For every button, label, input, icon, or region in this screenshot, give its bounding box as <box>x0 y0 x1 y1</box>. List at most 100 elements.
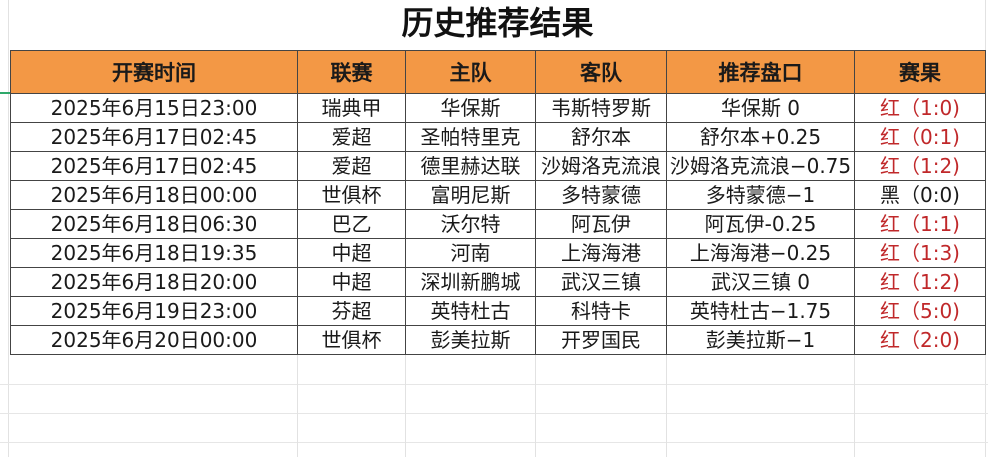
time-text: 2025年6月19日23:00 <box>50 299 258 323</box>
cell-home[interactable]: 彭美拉斯 <box>405 325 536 355</box>
home-text: 深圳新鹏城 <box>420 270 521 294</box>
league-text: 芬超 <box>331 299 372 323</box>
cell-pick[interactable]: 舒尔本+0.25 <box>666 122 855 152</box>
result-text: 红（1:0) <box>880 96 960 120</box>
away-text: 多特蒙德 <box>561 183 641 207</box>
cell-result[interactable]: 红（1:0) <box>854 93 986 123</box>
gridline <box>297 354 298 457</box>
cell-time[interactable]: 2025年6月18日20:00 <box>10 267 298 297</box>
header-result[interactable]: 赛果 <box>854 50 986 94</box>
cell-result[interactable]: 红（2:0) <box>854 325 986 355</box>
cell-time[interactable]: 2025年6月18日06:30 <box>10 209 298 239</box>
cell-away[interactable]: 多特蒙德 <box>535 180 667 210</box>
table-row: 2025年6月19日23:00 芬超 英特杜古 科特卡 英特杜古−1.75 红（5:0) <box>10 296 986 326</box>
cell-away[interactable]: 科特卡 <box>535 296 667 326</box>
header-pick[interactable]: 推荐盘口 <box>666 50 855 94</box>
cell-pick[interactable]: 武汉三镇 0 <box>666 267 855 297</box>
cell-result[interactable]: 红（0:1) <box>854 122 986 152</box>
cell-away[interactable]: 武汉三镇 <box>535 267 667 297</box>
time-text: 2025年6月17日02:45 <box>50 125 258 149</box>
time-text: 2025年6月15日23:00 <box>50 96 258 120</box>
cell-league[interactable]: 中超 <box>297 267 406 297</box>
cell-pick[interactable]: 多特蒙德−1 <box>666 180 855 210</box>
cell-home[interactable]: 英特杜古 <box>405 296 536 326</box>
home-text: 德里赫达联 <box>420 154 521 178</box>
gridline <box>535 354 536 457</box>
cell-home[interactable]: 圣帕特里克 <box>405 122 536 152</box>
gridline <box>985 0 986 457</box>
cell-home[interactable]: 深圳新鹏城 <box>405 267 536 297</box>
page-title: 历史推荐结果 <box>401 4 594 42</box>
cell-home[interactable]: 富明尼斯 <box>405 180 536 210</box>
home-text: 华保斯 <box>440 96 501 120</box>
cell-away[interactable]: 阿瓦伊 <box>535 209 667 239</box>
cell-pick[interactable]: 彭美拉斯−1 <box>666 325 855 355</box>
cell-result[interactable]: 红（1:3) <box>854 238 986 268</box>
cell-result[interactable]: 红（5:0) <box>854 296 986 326</box>
cell-league[interactable]: 爱超 <box>297 122 406 152</box>
league-text: 世俱杯 <box>321 183 382 207</box>
away-text: 武汉三镇 <box>561 270 641 294</box>
cell-time[interactable]: 2025年6月17日02:45 <box>10 122 298 152</box>
cell-away[interactable]: 开罗国民 <box>535 325 667 355</box>
result-text: 红（1:2) <box>880 154 960 178</box>
result-text: 红（0:1) <box>880 125 960 149</box>
cell-league[interactable]: 爱超 <box>297 151 406 181</box>
cell-result[interactable]: 红（1:2) <box>854 267 986 297</box>
league-text: 瑞典甲 <box>321 96 382 120</box>
cell-home[interactable]: 华保斯 <box>405 93 536 123</box>
cell-away[interactable]: 沙姆洛克流浪 <box>535 151 667 181</box>
cell-time[interactable]: 2025年6月19日23:00 <box>10 296 298 326</box>
cell-pick[interactable]: 上海海港−0.25 <box>666 238 855 268</box>
gridline <box>0 442 988 443</box>
header-away[interactable]: 客队 <box>535 50 667 94</box>
time-text: 2025年6月18日20:00 <box>50 270 258 294</box>
league-text: 世俱杯 <box>321 328 382 352</box>
cell-time[interactable]: 2025年6月18日00:00 <box>10 180 298 210</box>
cell-home[interactable]: 河南 <box>405 238 536 268</box>
cell-league[interactable]: 中超 <box>297 238 406 268</box>
cell-result[interactable]: 红（1:2) <box>854 151 986 181</box>
home-text: 彭美拉斯 <box>430 328 511 352</box>
pick-text: 沙姆洛克流浪−0.75 <box>669 154 852 178</box>
header-league[interactable]: 联赛 <box>297 50 406 94</box>
table-row: 2025年6月18日20:00 中超 深圳新鹏城 武汉三镇 武汉三镇 0 红（1:2) <box>10 267 986 297</box>
cell-pick[interactable]: 华保斯 0 <box>666 93 855 123</box>
cell-league[interactable]: 世俱杯 <box>297 180 406 210</box>
time-text: 2025年6月20日00:00 <box>50 328 258 352</box>
cell-home[interactable]: 沃尔特 <box>405 209 536 239</box>
cell-time[interactable]: 2025年6月15日23:00 <box>10 93 298 123</box>
cell-away[interactable]: 上海海港 <box>535 238 667 268</box>
result-text: 红（2:0) <box>880 328 960 352</box>
cell-pick[interactable]: 英特杜古−1.75 <box>666 296 855 326</box>
header-home[interactable]: 主队 <box>405 50 536 94</box>
cell-pick[interactable]: 阿瓦伊-0.25 <box>666 209 855 239</box>
selection-marker <box>0 92 10 94</box>
cell-result[interactable]: 黑（0:0) <box>854 180 986 210</box>
results-table: 开赛时间 联赛 主队 客队 推荐盘口 赛果 2025年6月15日23:00 瑞典甲… <box>10 50 986 355</box>
cell-away[interactable]: 舒尔本 <box>535 122 667 152</box>
league-text: 爱超 <box>331 125 372 149</box>
cell-time[interactable]: 2025年6月17日02:45 <box>10 151 298 181</box>
result-text: 黑（0:0) <box>880 183 960 207</box>
cell-pick[interactable]: 沙姆洛克流浪−0.75 <box>666 151 855 181</box>
cell-home[interactable]: 德里赫达联 <box>405 151 536 181</box>
pick-text: 舒尔本+0.25 <box>699 125 822 149</box>
cell-league[interactable]: 世俱杯 <box>297 325 406 355</box>
cell-league[interactable]: 瑞典甲 <box>297 93 406 123</box>
cell-time[interactable]: 2025年6月18日19:35 <box>10 238 298 268</box>
header-time[interactable]: 开赛时间 <box>10 50 298 94</box>
pick-text: 彭美拉斯−1 <box>705 328 816 352</box>
table-row: 2025年6月17日02:45 爱超 圣帕特里克 舒尔本 舒尔本+0.25 红（0:1) <box>10 122 986 152</box>
cell-result[interactable]: 红（1:1) <box>854 209 986 239</box>
time-text: 2025年6月17日02:45 <box>50 154 258 178</box>
gridline <box>0 413 988 414</box>
gridline <box>854 354 855 457</box>
cell-league[interactable]: 巴乙 <box>297 209 406 239</box>
table-row: 2025年6月18日00:00 世俱杯 富明尼斯 多特蒙德 多特蒙德−1 黑（0:0) <box>10 180 986 210</box>
gridline <box>666 354 667 457</box>
cell-league[interactable]: 芬超 <box>297 296 406 326</box>
league-text: 中超 <box>331 241 372 265</box>
cell-time[interactable]: 2025年6月20日00:00 <box>10 325 298 355</box>
cell-away[interactable]: 韦斯特罗斯 <box>535 93 667 123</box>
